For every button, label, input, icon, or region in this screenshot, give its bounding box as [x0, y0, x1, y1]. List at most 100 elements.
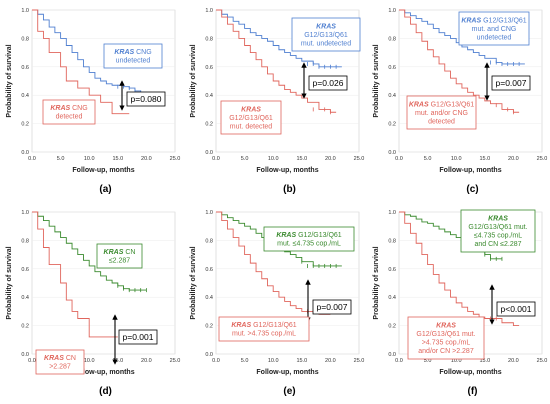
x-tick-label: 10.0 — [84, 156, 95, 162]
y-axis-label: Probability of survival — [373, 246, 380, 319]
group-label-line: mut. and CNG — [472, 26, 517, 33]
panel-label: (d) — [99, 386, 112, 397]
y-tick-label: 0.4 — [388, 93, 396, 99]
group-label-line: ≤4.735 cop./mL — [474, 233, 522, 240]
group-label-box-blue — [291, 17, 361, 52]
panel-a: 0.0 0.2 0.4 0.6 0.8 1.0 0.0 5.0 10.0 15.0 20.0 25.0… — [6, 8, 180, 195]
y-tick-label: 1.0 — [21, 210, 29, 216]
y-tick-label: 0.8 — [388, 36, 396, 42]
y-tick-label: 0.2 — [21, 324, 29, 330]
x-tick-label: 0.0 — [28, 156, 36, 162]
survival-curve-red — [399, 9, 520, 113]
y-axis-label: Probability of survival — [190, 246, 197, 319]
group-label-line: and/or CN >2.287 — [418, 348, 474, 355]
y-tick-label: 1.0 — [388, 210, 396, 216]
y-tick-label: 0.0 — [388, 352, 396, 358]
x-tick-label: 5.0 — [57, 156, 65, 162]
survival-curve-red — [32, 9, 130, 115]
y-tick-label: 0.6 — [205, 65, 213, 71]
x-tick-label: 15.0 — [112, 358, 123, 364]
panel-label: (e) — [283, 386, 295, 397]
survival-curve-red — [399, 211, 520, 327]
y-tick-label: 0.8 — [21, 238, 29, 244]
group-label-line: and CN ≤2.287 — [474, 241, 521, 248]
x-axis-label: Follow-up, months — [439, 369, 501, 376]
x-axis-label: Follow-up, months — [439, 167, 501, 174]
x-tick-label: 20.0 — [141, 156, 152, 162]
panel-label: (b) — [283, 184, 296, 195]
group-label-line: KRAS — [316, 23, 336, 30]
group-label-line: KRAS — [241, 106, 261, 113]
group-label-box-red — [218, 316, 310, 342]
group-label-box-red — [35, 349, 85, 375]
y-tick-label: 0.0 — [388, 150, 396, 156]
y-tick-label: 0.2 — [388, 324, 396, 330]
y-tick-label: 0.2 — [388, 122, 396, 128]
y-axis-label: Probability of survival — [6, 246, 13, 319]
x-tick-label: 25.0 — [170, 358, 181, 364]
group-label-box-red — [407, 316, 485, 360]
x-tick-label: 0.0 — [395, 358, 403, 364]
p-value-box — [126, 91, 166, 107]
y-tick-label: 0.8 — [205, 238, 213, 244]
x-tick-label: 10.0 — [451, 358, 462, 364]
y-tick-label: 0.0 — [205, 352, 213, 358]
group-label-line: KRAS G12/G13/Q61 — [276, 232, 341, 239]
survival-curve-blue — [32, 9, 153, 96]
x-tick-label: 5.0 — [241, 156, 249, 162]
x-tick-label: 5.0 — [424, 358, 432, 364]
panels-layer: 0.0 0.2 0.4 0.6 0.8 1.0 0.0 5.0 10.0 15.0 20.0 25.0… — [6, 8, 547, 397]
group-label-line: KRAS — [488, 216, 508, 223]
panel-d: 0.00.20.40.60.81.00.05.010.015.020.025.0… — [6, 210, 180, 397]
group-label-line: mut. detected — [230, 123, 273, 130]
group-label-line: KRAS G12/G13/Q61 — [409, 101, 474, 108]
group-label-line: KRAS CNG — [114, 49, 151, 56]
x-tick-label: 10.0 — [84, 358, 95, 364]
y-tick-label: 0.8 — [21, 36, 29, 42]
group-label-line: G12/G13/Q61 — [304, 32, 348, 39]
y-tick-label: 0.2 — [205, 324, 213, 330]
p-value-label: p<0.001 — [501, 304, 532, 314]
group-label-line: mut. ≤4.735 cop./mL — [277, 241, 341, 248]
y-tick-label: 0.0 — [21, 150, 29, 156]
survival-curve-red — [216, 211, 331, 315]
group-label-line: KRAS CN — [44, 355, 76, 362]
x-tick-label: 20.0 — [508, 156, 519, 162]
panel-f: 0.0 0.2 0.4 0.6 0.8 1.0 0.0 5.0 10.0 15.0 20.0 25.0… — [373, 209, 548, 397]
x-tick-label: 25.0 — [537, 156, 548, 162]
x-tick-label: 0.0 — [212, 358, 220, 364]
group-label-box-red — [220, 100, 282, 135]
y-tick-label: 0.0 — [205, 150, 213, 156]
x-tick-label: 25.0 — [537, 358, 548, 364]
x-tick-label: 25.0 — [170, 156, 181, 162]
y-tick-label: 0.4 — [205, 295, 213, 301]
y-tick-label: 0.6 — [205, 267, 213, 273]
x-tick-label: 5.0 — [424, 156, 432, 162]
y-tick-label: 0.8 — [205, 36, 213, 42]
group-label-box-blue — [458, 11, 530, 46]
group-label-line: undetected — [116, 58, 151, 65]
x-tick-label: 0.0 — [28, 358, 36, 364]
x-tick-label: 25.0 — [354, 358, 365, 364]
panel-label: (c) — [466, 184, 478, 195]
x-axis-label: Follow-up, months — [72, 369, 134, 376]
group-label-line: KRAS G12/G13/Q61 — [461, 17, 526, 24]
y-tick-label: 1.0 — [21, 8, 29, 14]
y-tick-label: 0.2 — [205, 122, 213, 128]
x-tick-label: 15.0 — [479, 156, 490, 162]
y-tick-label: 0.6 — [388, 65, 396, 71]
group-label-line: detected — [428, 118, 455, 125]
y-axis-label: Probability of survival — [190, 44, 197, 117]
x-tick-label: 20.0 — [141, 358, 152, 364]
p-value-box — [496, 301, 536, 317]
p-value-box — [491, 75, 531, 91]
group-label-line: mut. undetected — [301, 40, 351, 47]
x-tick-label: 15.0 — [296, 358, 307, 364]
y-tick-label: 0.0 — [21, 352, 29, 358]
group-label-line: ≤2.287 — [109, 258, 130, 265]
x-tick-label: 0.0 — [395, 156, 403, 162]
group-label-line: KRAS CNG — [50, 105, 87, 112]
group-label-box-green — [263, 226, 355, 252]
y-tick-label: 0.2 — [21, 122, 29, 128]
